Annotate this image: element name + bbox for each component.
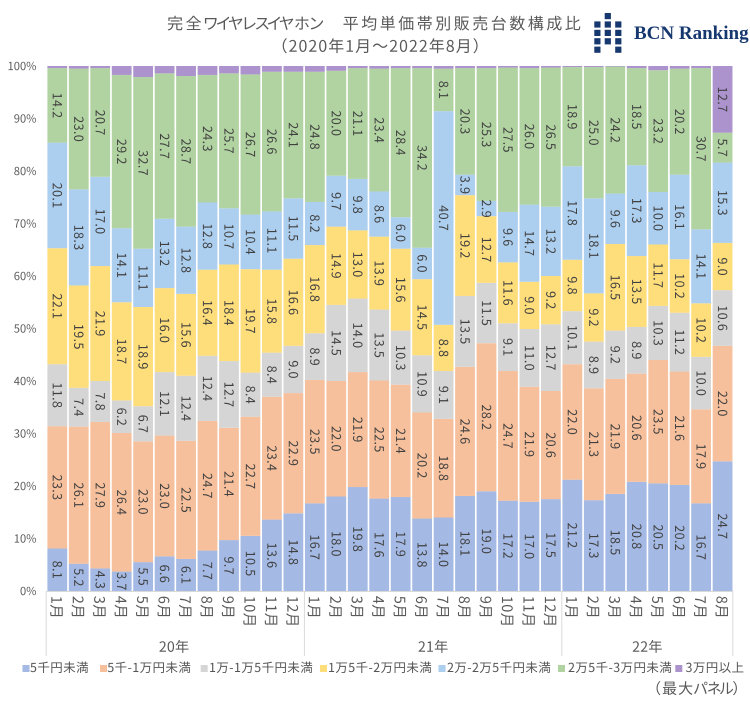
svg-text:BCN Ranking: BCN Ranking xyxy=(634,23,749,44)
